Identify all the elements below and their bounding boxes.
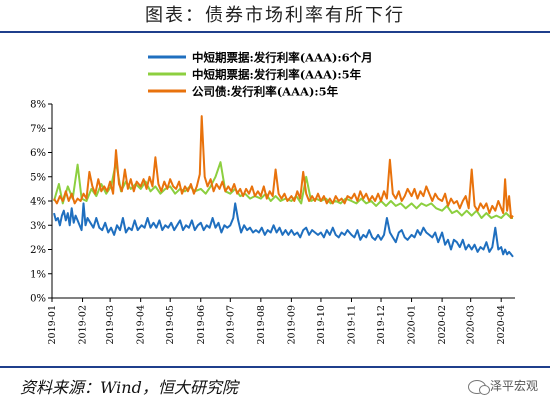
x-tick-label: 2019-02 [78, 305, 89, 344]
y-tick-label: 5% [30, 172, 46, 183]
x-tick-label: 2019-03 [105, 305, 116, 344]
source-note: 资料来源：Wind，恒大研究院 [20, 378, 238, 397]
x-tick-label: 2019-01 [47, 305, 58, 344]
x-tick-label: 2019-04 [136, 305, 147, 344]
x-tick-label: 2019-09 [286, 305, 297, 344]
source-bar: 资料来源：Wind，恒大研究院 泽平宏观 [0, 366, 550, 404]
x-tick-label: 2019-07 [225, 305, 236, 344]
y-tick-label: 3% [30, 221, 46, 232]
series-line-2 [53, 115, 514, 219]
x-tick-label: 2020-04 [496, 305, 507, 344]
x-tick-label: 2019-06 [196, 305, 207, 344]
watermark: 泽平宏观 [467, 377, 538, 395]
y-tick-label: 4% [30, 197, 46, 208]
y-tick-label: 7% [30, 124, 46, 135]
x-tick-label: 2019-05 [165, 305, 176, 344]
y-tick-label: 6% [30, 148, 46, 159]
watermark-label: 泽平宏观 [489, 379, 538, 393]
y-tick-label: 2% [30, 245, 46, 256]
wechat-icon [467, 379, 490, 395]
chart-title: 图表：债券市场利率有所下行 [145, 5, 405, 26]
y-tick-label: 8% [30, 100, 46, 111]
series-line-0 [53, 202, 514, 258]
x-tick-label: 2019-10 [316, 305, 327, 344]
x-tick-label: 2019-08 [256, 305, 267, 344]
legend-label-2: 公司债:发行利率(AAA):5年 [192, 85, 339, 99]
y-tick-label: 0% [30, 294, 46, 305]
x-tick-label: 2020-02 [437, 305, 448, 344]
x-tick-label: 2019-11 [346, 305, 357, 344]
x-tick-label: 2020-03 [466, 305, 477, 344]
rate-line-chart: 0% 1% 2% 3% 4% 5% 6% 7% 8% 2019-01 2019-02 2019-03 2… [30, 51, 515, 344]
legend-label-1: 中短期票据:发行利率(AAA):5年 [192, 68, 362, 82]
x-tick-label: 2020-01 [407, 305, 418, 344]
x-tick-label: 2019-12 [376, 305, 387, 344]
legend-label-0: 中短期票据:发行利率(AAA):6个月 [192, 51, 373, 65]
title-bar: 图表：债券市场利率有所下行 [0, 0, 550, 33]
y-tick-label: 1% [30, 269, 46, 280]
